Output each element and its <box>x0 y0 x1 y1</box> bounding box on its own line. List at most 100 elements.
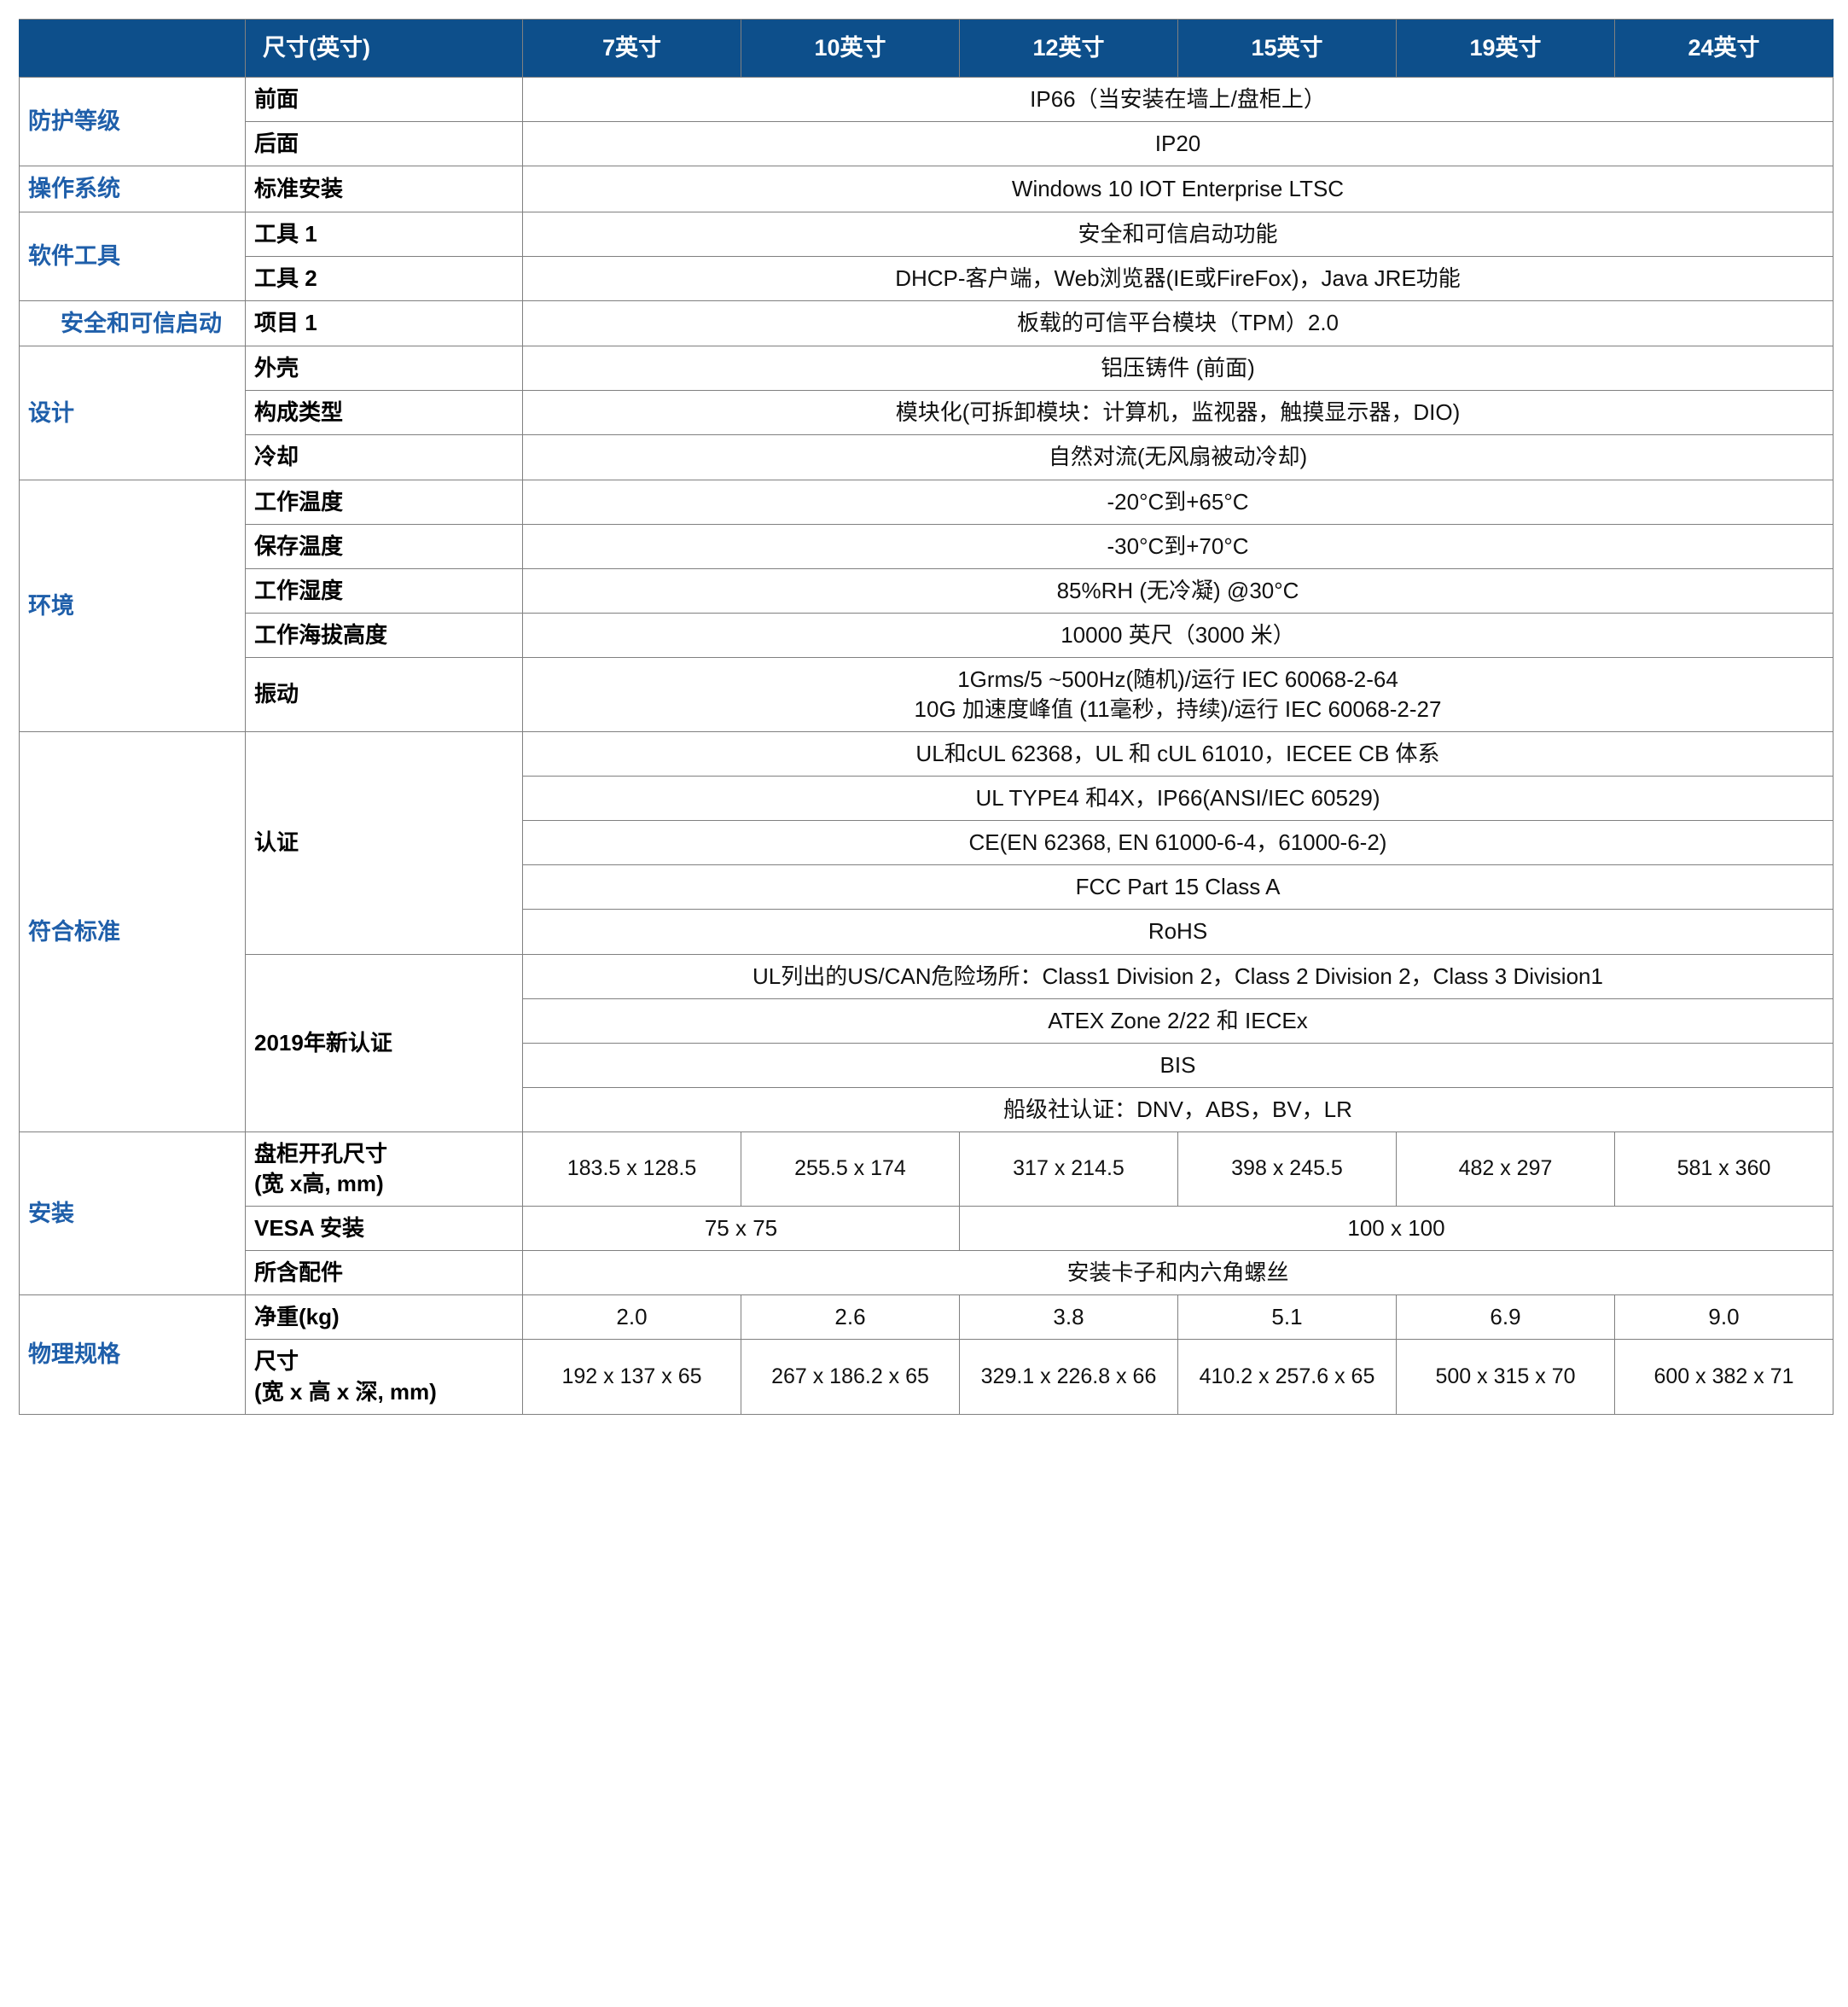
value-secure-boot-item1: 板载的可信平台模块（TPM）2.0 <box>522 300 1833 347</box>
value-protection-rear: IP20 <box>522 121 1833 167</box>
value-protection-front: IP66（当安装在墙上/盘柜上） <box>522 76 1833 123</box>
value-cutout-10: 255.5 x 174 <box>741 1131 960 1207</box>
group-label-software-tools: 软件工具 <box>19 211 246 301</box>
value-vibration: 1Grms/5 ~500Hz(随机)/运行 IEC 60068-2-64 10G… <box>522 656 1833 733</box>
value-dimensions-15: 410.2 x 257.6 x 65 <box>1177 1339 1397 1415</box>
table-row-design-construction: 构成类型 模块化(可拆卸模块：计算机，监视器，触摸显示器，DIO) <box>20 390 1833 436</box>
table-row-cert-1: 符合标准 认证 UL和cUL 62368，UL 和 cUL 61010，IECE… <box>19 731 1833 1132</box>
table-row-os: 操作系统 标准安装 Windows 10 IOT Enterprise LTSC <box>19 166 1833 212</box>
attr-label-new-cert-2019: 2019年新认证 <box>245 953 523 1132</box>
value-design-housing: 铝压铸件 (前面) <box>522 346 1833 392</box>
table-row-cert-2: UL TYPE4 和4X，IP66(ANSI/IEC 60529) <box>20 776 1833 822</box>
header-attribute-cell: 尺寸(英寸) <box>245 19 523 78</box>
table-row-mounting-vesa: VESA 安装 75 x 75 100 x 100 <box>20 1206 1833 1252</box>
attr-label-operating-temp: 工作温度 <box>245 479 523 525</box>
value-dimensions-7: 192 x 137 x 65 <box>522 1339 741 1415</box>
table-row-new-cert-1: 2019年新认证 UL列出的US/CAN危险场所：Class1 Division… <box>20 953 1833 1132</box>
table-row-software-tool1: 软件工具 工具 1 安全和可信启动功能 <box>19 211 1833 301</box>
header-size-12: 12英寸 <box>959 19 1178 78</box>
value-new-cert-2: ATEX Zone 2/22 和 IECEx <box>522 998 1833 1044</box>
table-row-env-storage-temp: 保存温度 -30°C到+70°C <box>20 523 1833 569</box>
group-label-protection: 防护等级 <box>19 76 246 167</box>
attr-label-accessories: 所含配件 <box>245 1250 523 1296</box>
group-label-mounting: 安装 <box>19 1131 246 1296</box>
value-cert-5: RoHS <box>522 909 1833 955</box>
table-row-env-vibration: 振动 1Grms/5 ~500Hz(随机)/运行 IEC 60068-2-64 … <box>20 656 1833 733</box>
header-size-10: 10英寸 <box>741 19 960 78</box>
value-tool2: DHCP-客户端，Web浏览器(IE或FireFox)，Java JRE功能 <box>522 255 1833 301</box>
value-dimensions-10: 267 x 186.2 x 65 <box>741 1339 960 1415</box>
header-corner-cell <box>19 19 246 78</box>
value-design-construction: 模块化(可拆卸模块：计算机，监视器，触摸显示器，DIO) <box>522 390 1833 436</box>
table-row-cert-4: FCC Part 15 Class A <box>20 864 1833 910</box>
value-new-cert-1: UL列出的US/CAN危险场所：Class1 Division 2，Class … <box>522 953 1833 999</box>
value-weight-24: 9.0 <box>1614 1294 1833 1341</box>
specification-table: 尺寸(英寸) 7英寸 10英寸 12英寸 15英寸 19英寸 24英寸 防护等级… <box>19 19 1833 1415</box>
value-cert-1: UL和cUL 62368，UL 和 cUL 61010，IECEE CB 体系 <box>522 731 1833 777</box>
attr-label-tool2: 工具 2 <box>245 255 523 301</box>
value-cutout-12: 317 x 214.5 <box>959 1131 1178 1207</box>
group-label-environment: 环境 <box>19 479 246 733</box>
value-cert-2: UL TYPE4 和4X，IP66(ANSI/IEC 60529) <box>522 776 1833 822</box>
table-row-protection-rear: 后面 IP20 <box>20 121 1833 167</box>
table-row-secure-boot: 安全和可信启动 项目 1 板载的可信平台模块（TPM）2.0 <box>19 300 1833 347</box>
value-new-cert-4: 船级社认证：DNV，ABS，BV，LR <box>522 1086 1833 1132</box>
header-size-19: 19英寸 <box>1396 19 1615 78</box>
value-weight-15: 5.1 <box>1177 1294 1397 1341</box>
table-row-design-housing: 设计 外壳 铝压铸件 (前面) <box>19 346 1833 480</box>
value-weight-12: 3.8 <box>959 1294 1178 1341</box>
group-label-os: 操作系统 <box>19 166 246 212</box>
value-cutout-24: 581 x 360 <box>1614 1131 1833 1207</box>
value-vesa-large: 100 x 100 <box>959 1206 1833 1252</box>
table-row-design-cooling: 冷却 自然对流(无风扇被动冷却) <box>20 434 1833 480</box>
table-row-protection-front: 防护等级 前面 IP66（当安装在墙上/盘柜上） <box>19 76 1833 167</box>
attr-label-cutout: 盘柜开孔尺寸 (宽 x高, mm) <box>245 1131 523 1207</box>
group-label-secure-boot: 安全和可信启动 <box>19 300 246 347</box>
table-row-software-tool2: 工具 2 DHCP-客户端，Web浏览器(IE或FireFox)，Java JR… <box>20 255 1833 301</box>
value-design-cooling: 自然对流(无风扇被动冷却) <box>522 434 1833 480</box>
table-row-env-operating-humidity: 工作湿度 85%RH (无冷凝) @30°C <box>20 567 1833 614</box>
attr-label-vibration: 振动 <box>245 656 523 733</box>
value-dimensions-19: 500 x 315 x 70 <box>1396 1339 1615 1415</box>
table-row-new-cert-3: BIS <box>20 1042 1833 1088</box>
attr-label-net-weight: 净重(kg) <box>245 1294 523 1341</box>
table-header: 尺寸(英寸) 7英寸 10英寸 12英寸 15英寸 19英寸 24英寸 <box>19 19 1833 78</box>
table-row-physical-dimensions: 尺寸 (宽 x 高 x 深, mm) 192 x 137 x 65 267 x … <box>20 1339 1833 1415</box>
value-vesa-small: 75 x 75 <box>522 1206 960 1252</box>
value-weight-10: 2.6 <box>741 1294 960 1341</box>
value-weight-19: 6.9 <box>1396 1294 1615 1341</box>
header-row: 尺寸(英寸) 7英寸 10英寸 12英寸 15英寸 19英寸 24英寸 <box>19 19 1833 78</box>
value-dimensions-24: 600 x 382 x 71 <box>1614 1339 1833 1415</box>
table-row-physical-weight: 物理规格 净重(kg) 2.0 2.6 3.8 5.1 6.9 9.0 <box>19 1294 1833 1415</box>
attr-label-certification: 认证 <box>245 731 523 955</box>
value-operating-humidity: 85%RH (无冷凝) @30°C <box>522 567 1833 614</box>
attr-label-cooling: 冷却 <box>245 434 523 480</box>
attr-label-item1: 项目 1 <box>245 300 523 347</box>
attr-label-front: 前面 <box>245 76 523 123</box>
value-cutout-15: 398 x 245.5 <box>1177 1131 1397 1207</box>
attr-label-dimensions: 尺寸 (宽 x 高 x 深, mm) <box>245 1339 523 1415</box>
header-size-24: 24英寸 <box>1614 19 1833 78</box>
value-new-cert-3: BIS <box>522 1042 1833 1088</box>
group-label-compliance: 符合标准 <box>19 731 246 1132</box>
value-os-standard-install: Windows 10 IOT Enterprise LTSC <box>522 166 1833 212</box>
attr-label-housing: 外壳 <box>245 346 523 392</box>
header-size-15: 15英寸 <box>1177 19 1397 78</box>
attr-label-storage-temp: 保存温度 <box>245 523 523 569</box>
table-row-mounting-accessories: 所含配件 安装卡子和内六角螺丝 <box>20 1250 1833 1296</box>
value-cutout-7: 183.5 x 128.5 <box>522 1131 741 1207</box>
attr-label-operating-humidity: 工作湿度 <box>245 567 523 614</box>
value-tool1: 安全和可信启动功能 <box>522 211 1833 257</box>
value-storage-temp: -30°C到+70°C <box>522 523 1833 569</box>
table-row-env-operating-temp: 环境 工作温度 -20°C到+65°C <box>19 479 1833 733</box>
value-operating-altitude: 10000 英尺（3000 米） <box>522 612 1833 658</box>
attr-label-rear: 后面 <box>245 121 523 167</box>
table-row-env-operating-altitude: 工作海拔高度 10000 英尺（3000 米） <box>20 612 1833 658</box>
group-label-physical: 物理规格 <box>19 1294 246 1415</box>
value-weight-7: 2.0 <box>522 1294 741 1341</box>
attr-label-construction: 构成类型 <box>245 390 523 436</box>
value-dimensions-12: 329.1 x 226.8 x 66 <box>959 1339 1178 1415</box>
table-row-mounting-cutout: 安装 盘柜开孔尺寸 (宽 x高, mm) 183.5 x 128.5 255.5… <box>19 1131 1833 1296</box>
value-cert-3: CE(EN 62368, EN 61000-6-4，61000-6-2) <box>522 820 1833 866</box>
